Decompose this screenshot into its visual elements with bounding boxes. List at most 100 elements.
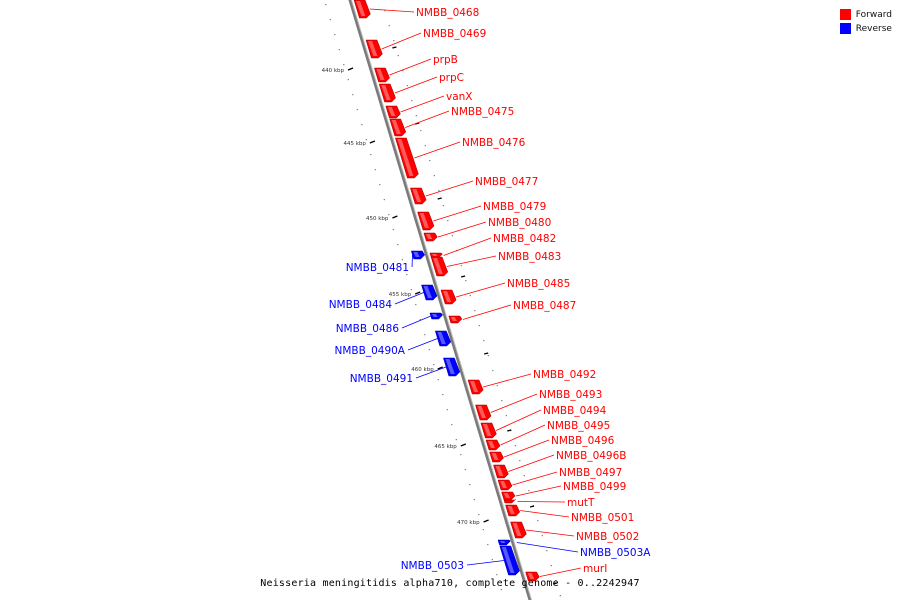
minor-tick-left (447, 409, 448, 410)
major-tick (392, 216, 397, 218)
gene-label-forward: NMBB_0501 (571, 512, 634, 524)
gene-leader-line (501, 425, 546, 445)
minor-tick-right (420, 130, 421, 131)
gene-label-forward: NMBB_0497 (559, 467, 622, 479)
gene-forward[interactable] (486, 440, 500, 450)
major-tick (348, 68, 353, 70)
gene-leader-line (426, 181, 473, 196)
gene-forward[interactable] (506, 505, 520, 516)
gene-forward[interactable] (511, 522, 527, 538)
gene-forward[interactable] (424, 233, 437, 241)
gene-label-forward: murI (583, 563, 607, 575)
minor-tick-right (524, 475, 525, 476)
minor-tick-right (447, 220, 448, 221)
minor-tick-right (546, 550, 547, 551)
minor-tick-left (483, 529, 484, 530)
minor-tick-left (361, 124, 362, 125)
gene-leader-line (402, 316, 431, 328)
minor-tick-left (370, 154, 371, 155)
gene-leader-line (438, 222, 486, 237)
gene-leader-line (456, 283, 505, 297)
major-tick (484, 520, 489, 522)
gene-label-forward: NMBB_0493 (539, 389, 602, 401)
tick-label: 440 kbp (322, 68, 345, 74)
gene-leader-line (408, 339, 438, 351)
minor-tick-right (497, 385, 498, 386)
minor-tick-right (501, 400, 502, 401)
gene-forward[interactable] (494, 465, 509, 478)
gene-label-forward: NMBB_0469 (423, 28, 486, 40)
minor-tick-right (506, 415, 507, 416)
tick-mark-right (484, 353, 488, 354)
gene-label-reverse: NMBB_0481 (346, 262, 409, 274)
minor-tick-right (519, 460, 520, 461)
legend-swatch-forward (840, 9, 851, 20)
gene-label-forward: NMBB_0476 (462, 137, 526, 149)
minor-tick-left (469, 484, 470, 485)
minor-tick-left (456, 439, 457, 440)
minor-tick-right (515, 445, 516, 446)
gene-label-forward: NMBB_0483 (498, 251, 561, 263)
gene-reverse[interactable] (498, 540, 511, 545)
gene-leader-line (395, 77, 437, 93)
minor-tick-right (537, 520, 538, 521)
gene-forward[interactable] (410, 188, 426, 204)
gene-leader-line (390, 59, 432, 75)
minor-tick-right (488, 355, 489, 356)
gene-label-forward: NMBB_0468 (416, 7, 479, 19)
minor-tick-right (461, 265, 462, 266)
gene-label-forward: NMBB_0479 (483, 201, 546, 213)
minor-tick-left (478, 514, 479, 515)
gene-forward[interactable] (390, 119, 406, 136)
gene-label-reverse: NMBB_0490A (335, 345, 406, 357)
gene-label-forward: vanX (446, 91, 473, 103)
major-tick (370, 141, 375, 143)
minor-tick-left (438, 379, 439, 380)
minor-tick-left (406, 274, 407, 275)
gene-forward[interactable] (386, 106, 401, 118)
minor-tick-left (501, 589, 502, 590)
minor-tick-right (465, 280, 466, 281)
gene-forward[interactable] (481, 423, 497, 438)
gene-forward[interactable] (476, 405, 492, 420)
gene-forward[interactable] (490, 452, 504, 462)
gene-label-forward: NMBB_0502 (576, 531, 639, 543)
minor-tick-right (551, 565, 552, 566)
gene-leader-line (382, 33, 421, 49)
gene-leader-line (401, 96, 444, 112)
minor-tick-right (407, 85, 408, 86)
gene-leader-line (463, 305, 511, 320)
minor-tick-left (393, 229, 394, 230)
gene-reverse[interactable] (430, 313, 443, 319)
minor-tick-left (379, 184, 380, 185)
minor-tick-right (398, 55, 399, 56)
minor-tick-left (474, 499, 475, 500)
minor-tick-left (339, 49, 340, 50)
minor-tick-right (434, 175, 435, 176)
gene-label-forward: NMBB_0482 (493, 233, 556, 245)
minor-tick-left (325, 4, 326, 5)
minor-tick-left (487, 544, 488, 545)
gene-reverse[interactable] (411, 251, 424, 259)
gene-forward[interactable] (502, 492, 515, 500)
minor-tick-right (483, 340, 484, 341)
gene-leader-line (483, 374, 531, 387)
minor-tick-left (465, 469, 466, 470)
tick-label: 445 kbp (343, 141, 366, 147)
gene-label-reverse: NMBB_0486 (336, 323, 400, 335)
legend-item-forward: Forward (840, 9, 892, 20)
legend-item-reverse: Reverse (840, 23, 892, 34)
gene-leader-line (433, 206, 481, 221)
gene-forward[interactable] (449, 316, 462, 323)
minor-tick-left (451, 424, 452, 425)
gene-forward[interactable] (441, 290, 456, 304)
gene-leader-line (496, 410, 541, 431)
minor-tick-right (542, 535, 543, 536)
minor-tick-left (402, 259, 403, 260)
gene-forward[interactable] (468, 380, 483, 394)
minor-tick-left (384, 199, 385, 200)
gene-forward[interactable] (498, 480, 512, 490)
gene-label-reverse: NMBB_0491 (350, 373, 413, 385)
gene-forward[interactable] (374, 68, 389, 82)
